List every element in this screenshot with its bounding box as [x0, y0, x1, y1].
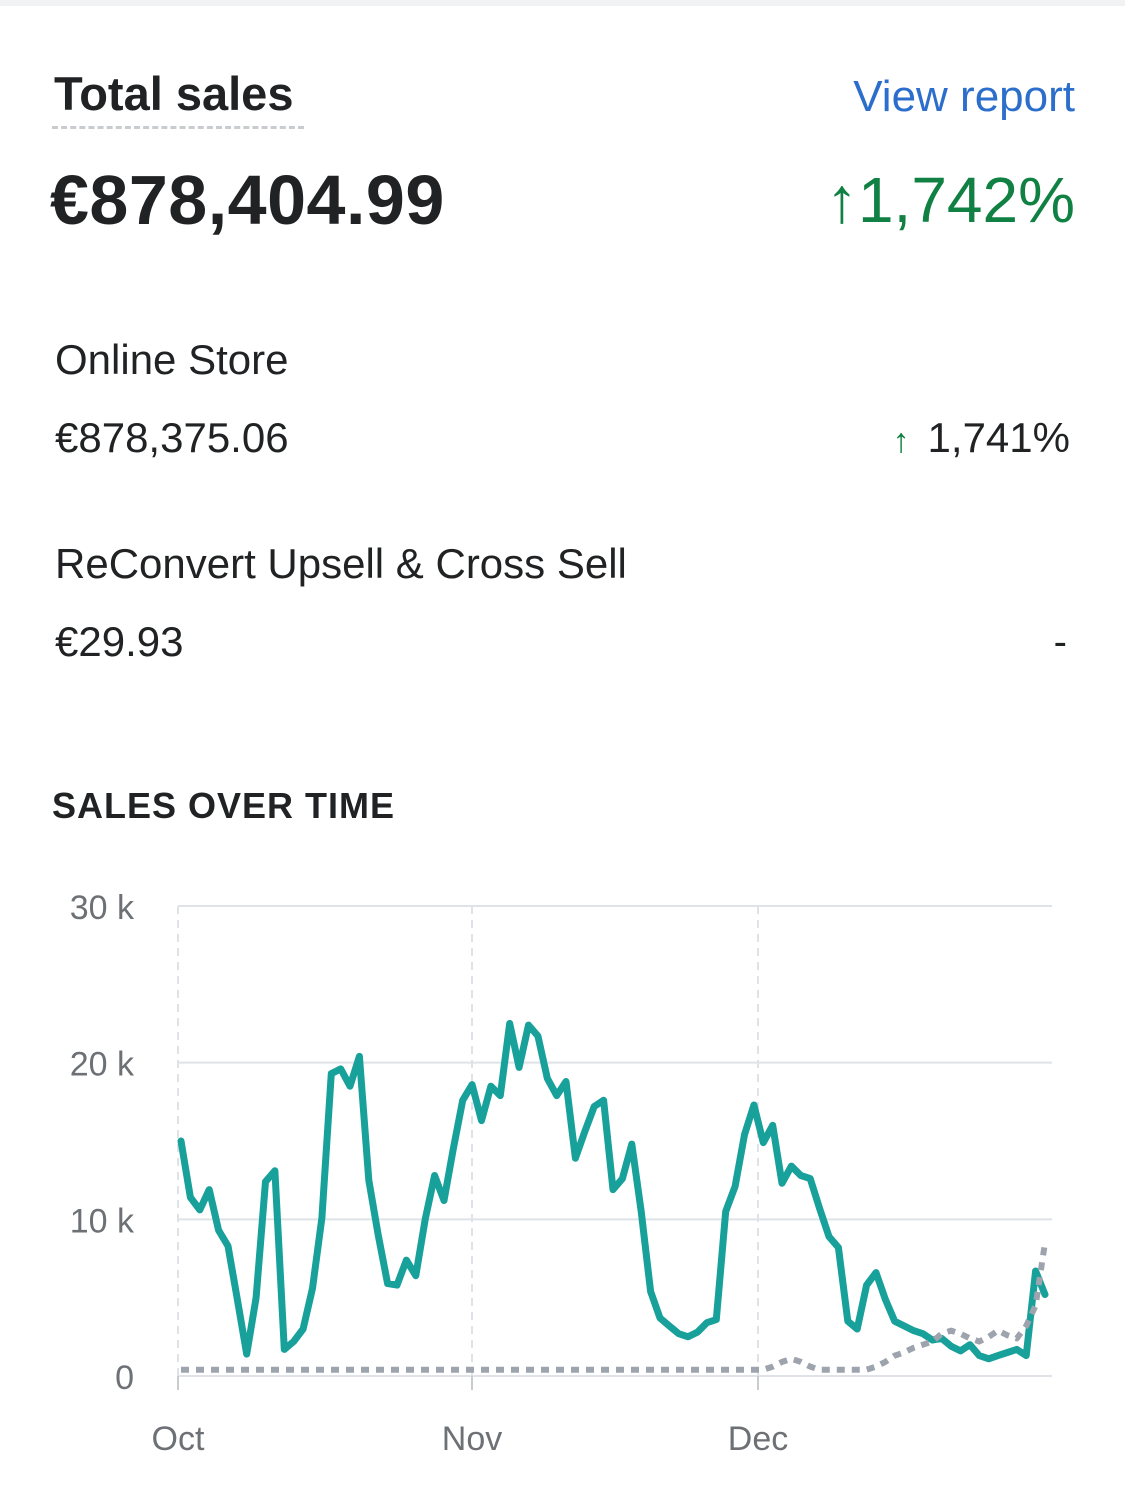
y-tick-label: 20 k — [70, 1046, 135, 1084]
x-tick-label: Oct — [152, 1420, 205, 1458]
sales-over-time-heading: SALES OVER TIME — [52, 785, 396, 826]
channel-change-value: 1,741% — [927, 414, 1070, 461]
x-tick-label: Nov — [442, 1420, 502, 1458]
channel-name-online-store: Online Store — [55, 336, 289, 383]
sales-over-time-chart: 0 10 k 20 k 30 k Oct Nov Dec — [70, 889, 1052, 1458]
title-dashed-underline — [52, 126, 304, 129]
y-tick-label: 0 — [115, 1359, 134, 1397]
channel-value-online-store: €878,375.06 — [55, 414, 289, 461]
channel-name-reconvert: ReConvert Upsell & Cross Sell — [55, 540, 627, 587]
x-tick-label: Dec — [728, 1420, 788, 1458]
channel-change-reconvert: - — [1053, 620, 1067, 664]
total-sales-value: €878,404.99 — [50, 161, 445, 239]
total-sales-change: ↑1,742% — [825, 164, 1075, 236]
y-tick-label: 30 k — [70, 889, 135, 927]
channel-change-online-store: ↑ 1,741% — [893, 412, 1070, 467]
arrow-up-icon: ↑ — [892, 422, 910, 460]
card-title: Total sales — [54, 67, 294, 120]
current-period-line — [177, 1020, 1049, 1363]
top-divider — [0, 0, 1125, 6]
channel-value-reconvert: €29.93 — [55, 618, 184, 665]
y-tick-label: 10 k — [70, 1202, 135, 1240]
view-report-link[interactable]: View report — [853, 72, 1075, 121]
